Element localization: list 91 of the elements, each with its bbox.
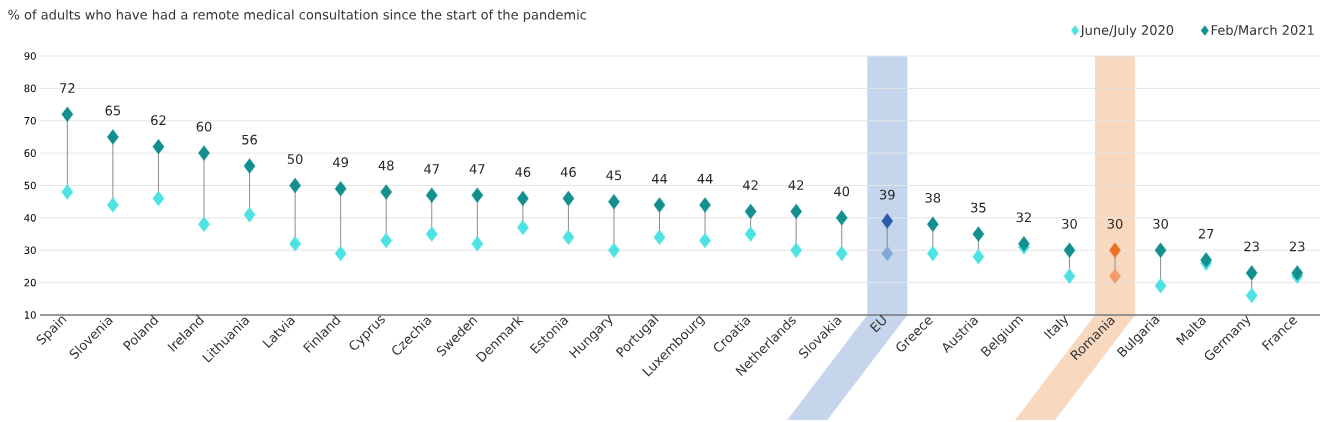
data-label: 23 (1289, 241, 1305, 252)
point (517, 219, 529, 236)
data-label: 30 (1107, 218, 1123, 229)
y-tick-label: 20 (24, 278, 36, 287)
point (1109, 268, 1121, 284)
point (1063, 268, 1076, 284)
data-label: 60 (196, 121, 212, 132)
data-label: 48 (378, 160, 394, 171)
point (471, 187, 484, 203)
point (61, 184, 74, 200)
point (425, 187, 438, 203)
point (744, 226, 757, 242)
point (1245, 265, 1258, 281)
x-tick-label: EU (869, 314, 887, 333)
point (198, 145, 210, 161)
data-label: 50 (287, 154, 303, 164)
point (380, 232, 393, 249)
y-tick-label: 70 (24, 116, 36, 125)
point (972, 226, 985, 242)
point (1154, 242, 1167, 258)
point (744, 203, 757, 220)
point (1063, 242, 1076, 258)
point (790, 242, 802, 258)
y-tick-label: 30 (24, 246, 36, 255)
y-tick-label: 90 (24, 52, 36, 60)
point (790, 203, 802, 220)
point (1154, 278, 1167, 294)
point (334, 181, 347, 197)
point (152, 138, 165, 155)
data-label: 47 (424, 164, 439, 174)
data-label: 62 (151, 115, 166, 126)
point (927, 216, 939, 233)
point (608, 242, 620, 258)
data-label: 49 (333, 157, 349, 168)
data-label: 47 (469, 164, 485, 174)
point (243, 158, 256, 174)
legend-label: June/July 2020 (1080, 24, 1174, 38)
data-label: 46 (515, 167, 531, 177)
point (289, 177, 301, 194)
point (471, 236, 484, 252)
point (653, 197, 666, 213)
point (881, 245, 894, 262)
data-label: 27 (1198, 228, 1214, 239)
point (334, 245, 347, 262)
point (425, 226, 438, 242)
y-tick-label: 40 (24, 214, 36, 222)
data-label: 44 (697, 173, 713, 184)
point (608, 193, 620, 210)
point (380, 184, 393, 200)
y-tick-label: 50 (24, 181, 36, 190)
data-label: 46 (560, 167, 576, 177)
y-tick-label: 80 (24, 84, 36, 93)
point (107, 129, 119, 145)
point (835, 245, 848, 262)
y-tick-label: 10 (24, 311, 36, 319)
data-label: 40 (834, 186, 850, 197)
point (699, 197, 711, 213)
point (653, 229, 666, 245)
data-label: 38 (925, 192, 941, 203)
point (289, 236, 301, 252)
legend-label: Feb/March 2021 (1211, 24, 1314, 36)
point (562, 229, 575, 245)
point (927, 245, 939, 262)
point (61, 106, 74, 122)
point (972, 249, 985, 265)
point (1245, 287, 1258, 304)
data-label: 35 (971, 202, 986, 213)
point (517, 190, 529, 207)
point (699, 232, 711, 249)
point (562, 190, 575, 207)
data-label: 23 (1244, 241, 1259, 252)
point (1109, 242, 1121, 258)
point (198, 216, 210, 233)
point (881, 213, 894, 229)
data-label: 39 (879, 189, 895, 200)
data-label: 44 (651, 173, 668, 184)
data-label: 42 (788, 180, 804, 190)
data-label: 72 (60, 83, 75, 93)
data-label: 42 (742, 180, 758, 190)
point (835, 210, 848, 226)
y-tick-label: 60 (24, 149, 36, 157)
chart-title: % of adults who have had a remote medical consultation since the start of the pandemic (8, 9, 587, 23)
point (243, 206, 256, 223)
point (107, 197, 119, 213)
data-label: 45 (606, 170, 622, 181)
point (152, 190, 165, 207)
data-label: 32 (1016, 212, 1031, 223)
data-label: 30 (1153, 218, 1168, 229)
data-label: 65 (105, 105, 121, 116)
data-label: 56 (242, 134, 257, 145)
data-label: 30 (1062, 218, 1077, 229)
